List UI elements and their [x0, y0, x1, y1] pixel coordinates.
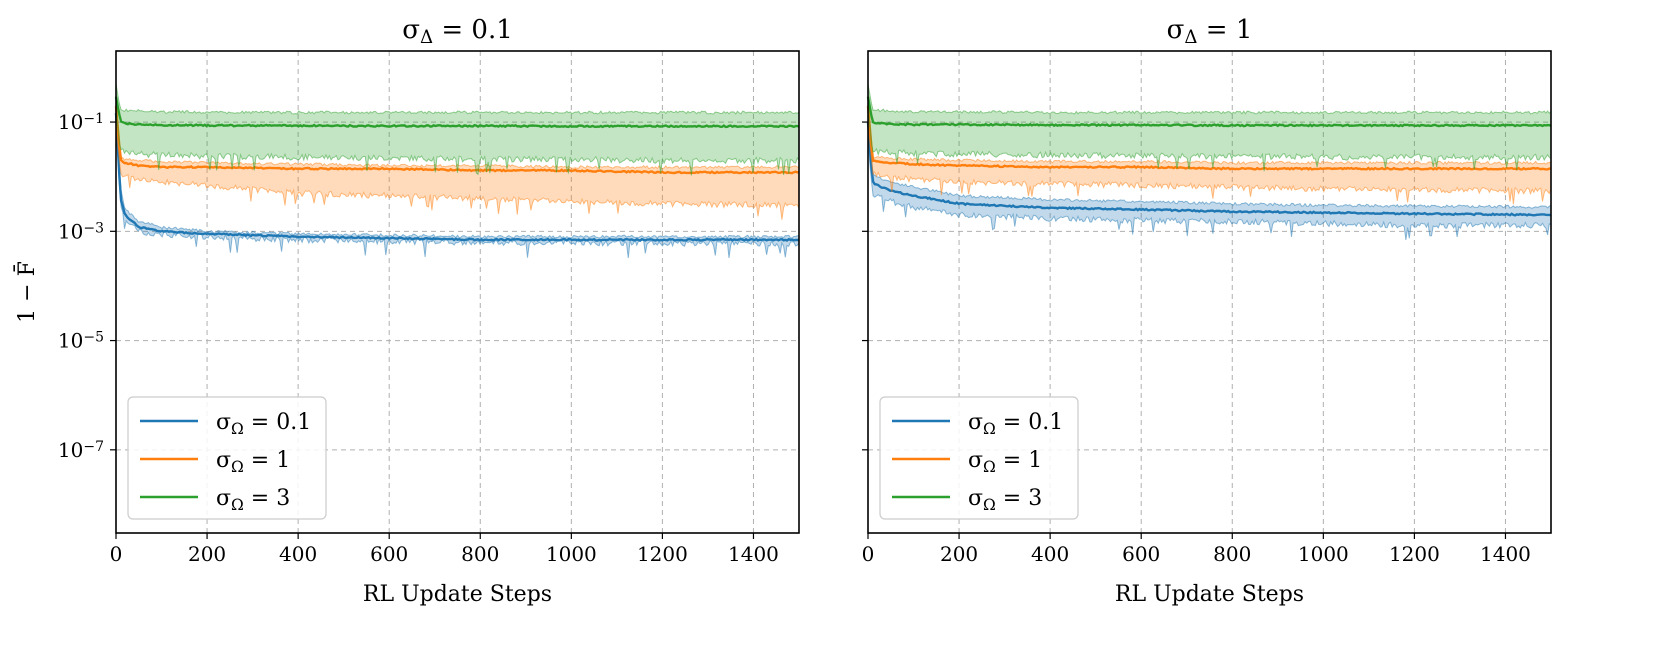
band-lower-edge	[867, 120, 1552, 205]
x-tick-label: 600	[1122, 542, 1160, 566]
y-axis: 10−1 10−3 10−5 10−7	[58, 110, 116, 462]
x-tick-label: 400	[279, 542, 317, 566]
x-axis-label: RL Update Steps	[363, 582, 552, 607]
x-tick-label: 600	[370, 542, 408, 566]
band-lower-edge	[867, 111, 1552, 172]
x-tick-label: 800	[1213, 542, 1251, 566]
x-tick-label: 1000	[546, 542, 597, 566]
y-axis	[862, 121, 868, 451]
confidence-band	[868, 84, 1551, 172]
x-tick-label: 1400	[728, 542, 779, 566]
x-axis: 0 200 400 600 800 1000 1200 1400	[110, 533, 779, 566]
legend-box	[879, 396, 1079, 520]
mean-line	[114, 96, 800, 129]
band-upper-edge	[115, 97, 800, 170]
x-tick-label: 0	[862, 542, 875, 566]
legend-entry: σΩ = 3	[216, 486, 290, 514]
chart-panel-right: 0 200 400 600 800 1000 1200 1400 RL Update Steps…	[862, 15, 1552, 607]
legend-entry: σΩ = 1	[968, 448, 1042, 476]
legend: σΩ = 0.1 σΩ = 1 σΩ = 3	[127, 396, 327, 520]
legend-entry: σΩ = 3	[968, 486, 1042, 514]
mean-line	[866, 122, 1552, 217]
y-axis-label: 1 − F̄	[13, 261, 40, 323]
mean-line	[114, 112, 800, 242]
x-tick-label: 1000	[1298, 542, 1349, 566]
legend-entry: σΩ = 0.1	[968, 410, 1063, 438]
chart-panel-left: 0 200 400 600 800 1000 1200 1400 RL Update Steps…	[13, 15, 800, 607]
y-tick-label: 10−1	[58, 110, 104, 134]
band-upper-edge	[115, 83, 800, 115]
x-tick-label: 200	[188, 542, 226, 566]
series-0	[866, 105, 1552, 240]
band-lower-edge	[115, 110, 800, 176]
axes-frame	[115, 50, 800, 534]
band-lower-edge	[115, 119, 800, 259]
axes-frame	[867, 50, 1552, 534]
band-upper-edge	[867, 105, 1552, 209]
confidence-band	[116, 83, 799, 176]
x-axis: 0 200 400 600 800 1000 1200 1400	[862, 533, 1531, 566]
legend-entry: σΩ = 0.1	[216, 410, 311, 438]
x-tick-label: 1200	[1389, 542, 1440, 566]
confidence-band	[868, 94, 1551, 205]
x-tick-label: 200	[940, 542, 978, 566]
series-0	[114, 95, 800, 259]
band-upper-edge	[867, 83, 1552, 115]
x-tick-label: 1200	[637, 542, 688, 566]
mean-line	[866, 96, 1552, 128]
x-tick-label: 400	[1031, 542, 1069, 566]
series-2	[114, 83, 800, 176]
y-tick-label: 10−7	[58, 438, 104, 462]
y-tick-label: 10−5	[58, 329, 104, 353]
x-axis-label: RL Update Steps	[1115, 582, 1304, 607]
grid-lines	[868, 51, 1551, 533]
legend: σΩ = 0.1 σΩ = 1 σΩ = 3	[879, 396, 1079, 520]
chart-title: σΔ = 0.1	[402, 15, 513, 48]
series-1	[866, 94, 1552, 205]
x-tick-label: 0	[110, 542, 123, 566]
x-tick-label: 1400	[1480, 542, 1531, 566]
y-tick-label: 10−3	[58, 219, 104, 243]
mean-line	[866, 106, 1552, 171]
legend-box	[127, 396, 327, 520]
band-upper-edge	[115, 95, 800, 239]
band-lower-edge	[867, 136, 1552, 240]
confidence-band	[116, 95, 799, 258]
grid-lines	[116, 51, 799, 533]
band-lower-edge	[115, 120, 800, 220]
chart-title: σΔ = 1	[1167, 15, 1253, 48]
x-tick-label: 800	[461, 542, 499, 566]
series-2	[866, 83, 1552, 172]
legend-entry: σΩ = 1	[216, 448, 290, 476]
